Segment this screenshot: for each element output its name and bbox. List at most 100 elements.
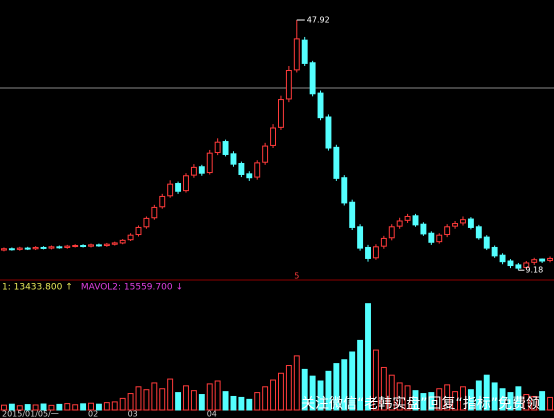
candle-body xyxy=(111,242,118,245)
candle-body xyxy=(365,246,371,259)
candle-body xyxy=(333,146,340,179)
volume-bar xyxy=(285,365,292,411)
candle-body xyxy=(507,260,514,267)
volume-bar xyxy=(1,404,7,411)
volume-bar xyxy=(475,380,482,411)
candle-body xyxy=(547,257,553,261)
candle-body xyxy=(285,70,292,100)
candle-body xyxy=(103,243,110,247)
volume-bar xyxy=(523,394,530,411)
candle-body xyxy=(341,177,348,204)
candle-body xyxy=(428,232,435,243)
min-label: 9.18 xyxy=(525,266,543,275)
candle-body xyxy=(357,226,364,249)
candle-body xyxy=(56,246,63,249)
candle-body xyxy=(523,262,530,268)
max-label: 47.92 xyxy=(307,16,330,25)
candle-body xyxy=(539,258,546,262)
volume-bar xyxy=(95,403,102,411)
candle-body xyxy=(246,173,253,179)
volume-bar xyxy=(372,349,379,411)
x-tick-label: 02 xyxy=(88,410,98,418)
volume-bar xyxy=(183,385,189,411)
candle-body xyxy=(372,246,379,259)
candle-body xyxy=(64,245,71,248)
volume-bar xyxy=(151,382,158,411)
candle-body xyxy=(436,234,443,243)
volume-legend-arrow: ↑ xyxy=(65,283,73,293)
volume-bar xyxy=(238,396,245,411)
volume-bar xyxy=(72,404,79,411)
candle-body xyxy=(143,217,150,228)
candle-body xyxy=(317,92,324,119)
candle-body xyxy=(270,127,276,146)
volume-bar xyxy=(404,385,411,411)
candle-body xyxy=(8,248,15,251)
volume-bar xyxy=(159,388,166,411)
volume-bar xyxy=(341,359,348,411)
candle-body xyxy=(1,248,7,251)
candle-body xyxy=(396,220,403,227)
candle-body xyxy=(16,247,23,250)
volume-bar xyxy=(214,380,221,411)
candle-body xyxy=(183,175,189,192)
volume-legend-arrow: ↓ xyxy=(176,283,184,293)
x-tick-label: 03 xyxy=(128,410,138,418)
candle-body xyxy=(230,153,237,165)
candle-body xyxy=(420,223,427,235)
candle-body xyxy=(214,141,221,154)
volume-bar xyxy=(56,403,63,411)
volume-bar xyxy=(127,393,134,411)
volume-bar xyxy=(380,366,387,411)
volume-bar xyxy=(325,370,332,411)
marker: 5 xyxy=(294,272,299,281)
volume-bar xyxy=(460,386,466,411)
volume-bar xyxy=(491,382,498,411)
candle-body xyxy=(198,166,205,174)
candle-body xyxy=(88,244,94,247)
volume-bar xyxy=(246,398,253,411)
volume-bar xyxy=(198,394,205,411)
volume-bar xyxy=(507,392,514,411)
x-tick-label: 2015/01/05/一 xyxy=(2,410,59,418)
volume-bar xyxy=(111,401,118,411)
candle-body xyxy=(119,239,126,244)
volume-bar xyxy=(420,393,427,411)
volume-bar xyxy=(222,391,229,411)
volume-bar xyxy=(365,303,371,411)
candle-body xyxy=(301,39,308,64)
candle-body xyxy=(499,254,506,263)
volume-bar xyxy=(483,374,490,411)
volume-bar xyxy=(143,389,150,411)
candle-body xyxy=(167,183,174,197)
volume-bar xyxy=(80,403,87,411)
volume-legend-label: MAVOL2: 15559.700 xyxy=(81,283,173,293)
candle-body xyxy=(262,145,269,163)
candle-body xyxy=(388,226,395,239)
volume-bar xyxy=(40,403,47,411)
volume-bar xyxy=(135,386,142,411)
candle-body xyxy=(95,244,102,247)
candle-body xyxy=(222,141,229,155)
volume-bar xyxy=(531,395,538,411)
candle-body xyxy=(135,226,142,236)
volume-bar xyxy=(230,395,237,411)
volume-bar xyxy=(48,404,55,411)
candle-body xyxy=(412,215,419,226)
candle-body xyxy=(293,38,300,71)
candle-body xyxy=(190,166,197,176)
candle-body xyxy=(531,259,538,263)
candle-body xyxy=(349,201,356,228)
volume-bar xyxy=(452,391,459,411)
volume-bar xyxy=(444,384,451,411)
volume-bar xyxy=(254,392,261,411)
candle-body xyxy=(325,116,332,149)
volume-bar xyxy=(64,403,71,411)
volume-bar xyxy=(547,396,553,411)
volume-bar xyxy=(396,382,403,411)
candle-body xyxy=(380,237,387,247)
candle-body xyxy=(460,219,466,224)
volume-bar xyxy=(412,390,419,411)
candle-body xyxy=(444,226,451,236)
